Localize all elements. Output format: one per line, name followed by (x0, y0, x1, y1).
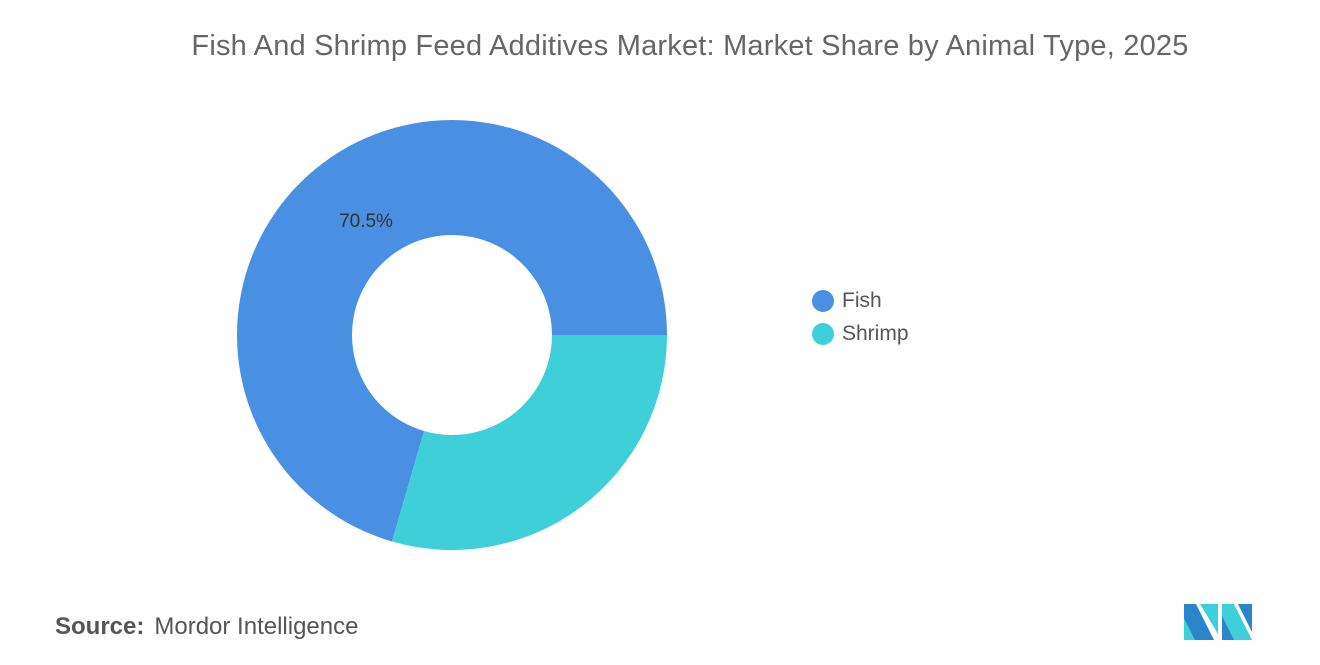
slice-fish (237, 119, 668, 542)
legend-item-shrimp[interactable]: Shrimp (812, 317, 909, 350)
chart-title: Fish And Shrimp Feed Additives Market: M… (191, 30, 1189, 62)
slice-shrimp (392, 335, 667, 550)
legend: Fish Shrimp (812, 284, 909, 350)
source-value: Mordor Intelligence (154, 613, 359, 640)
legend-item-fish[interactable]: Fish (812, 284, 909, 317)
data-label-fish: 70.5% (339, 211, 393, 232)
legend-label: Shrimp (842, 321, 909, 345)
legend-swatch (812, 322, 834, 345)
mordor-intelligence-logo (1184, 604, 1252, 640)
source-note: Source: Mordor Intelligence (55, 613, 358, 641)
source-label: Source: (55, 613, 145, 640)
legend-label: Fish (842, 288, 882, 312)
legend-swatch (812, 289, 834, 312)
